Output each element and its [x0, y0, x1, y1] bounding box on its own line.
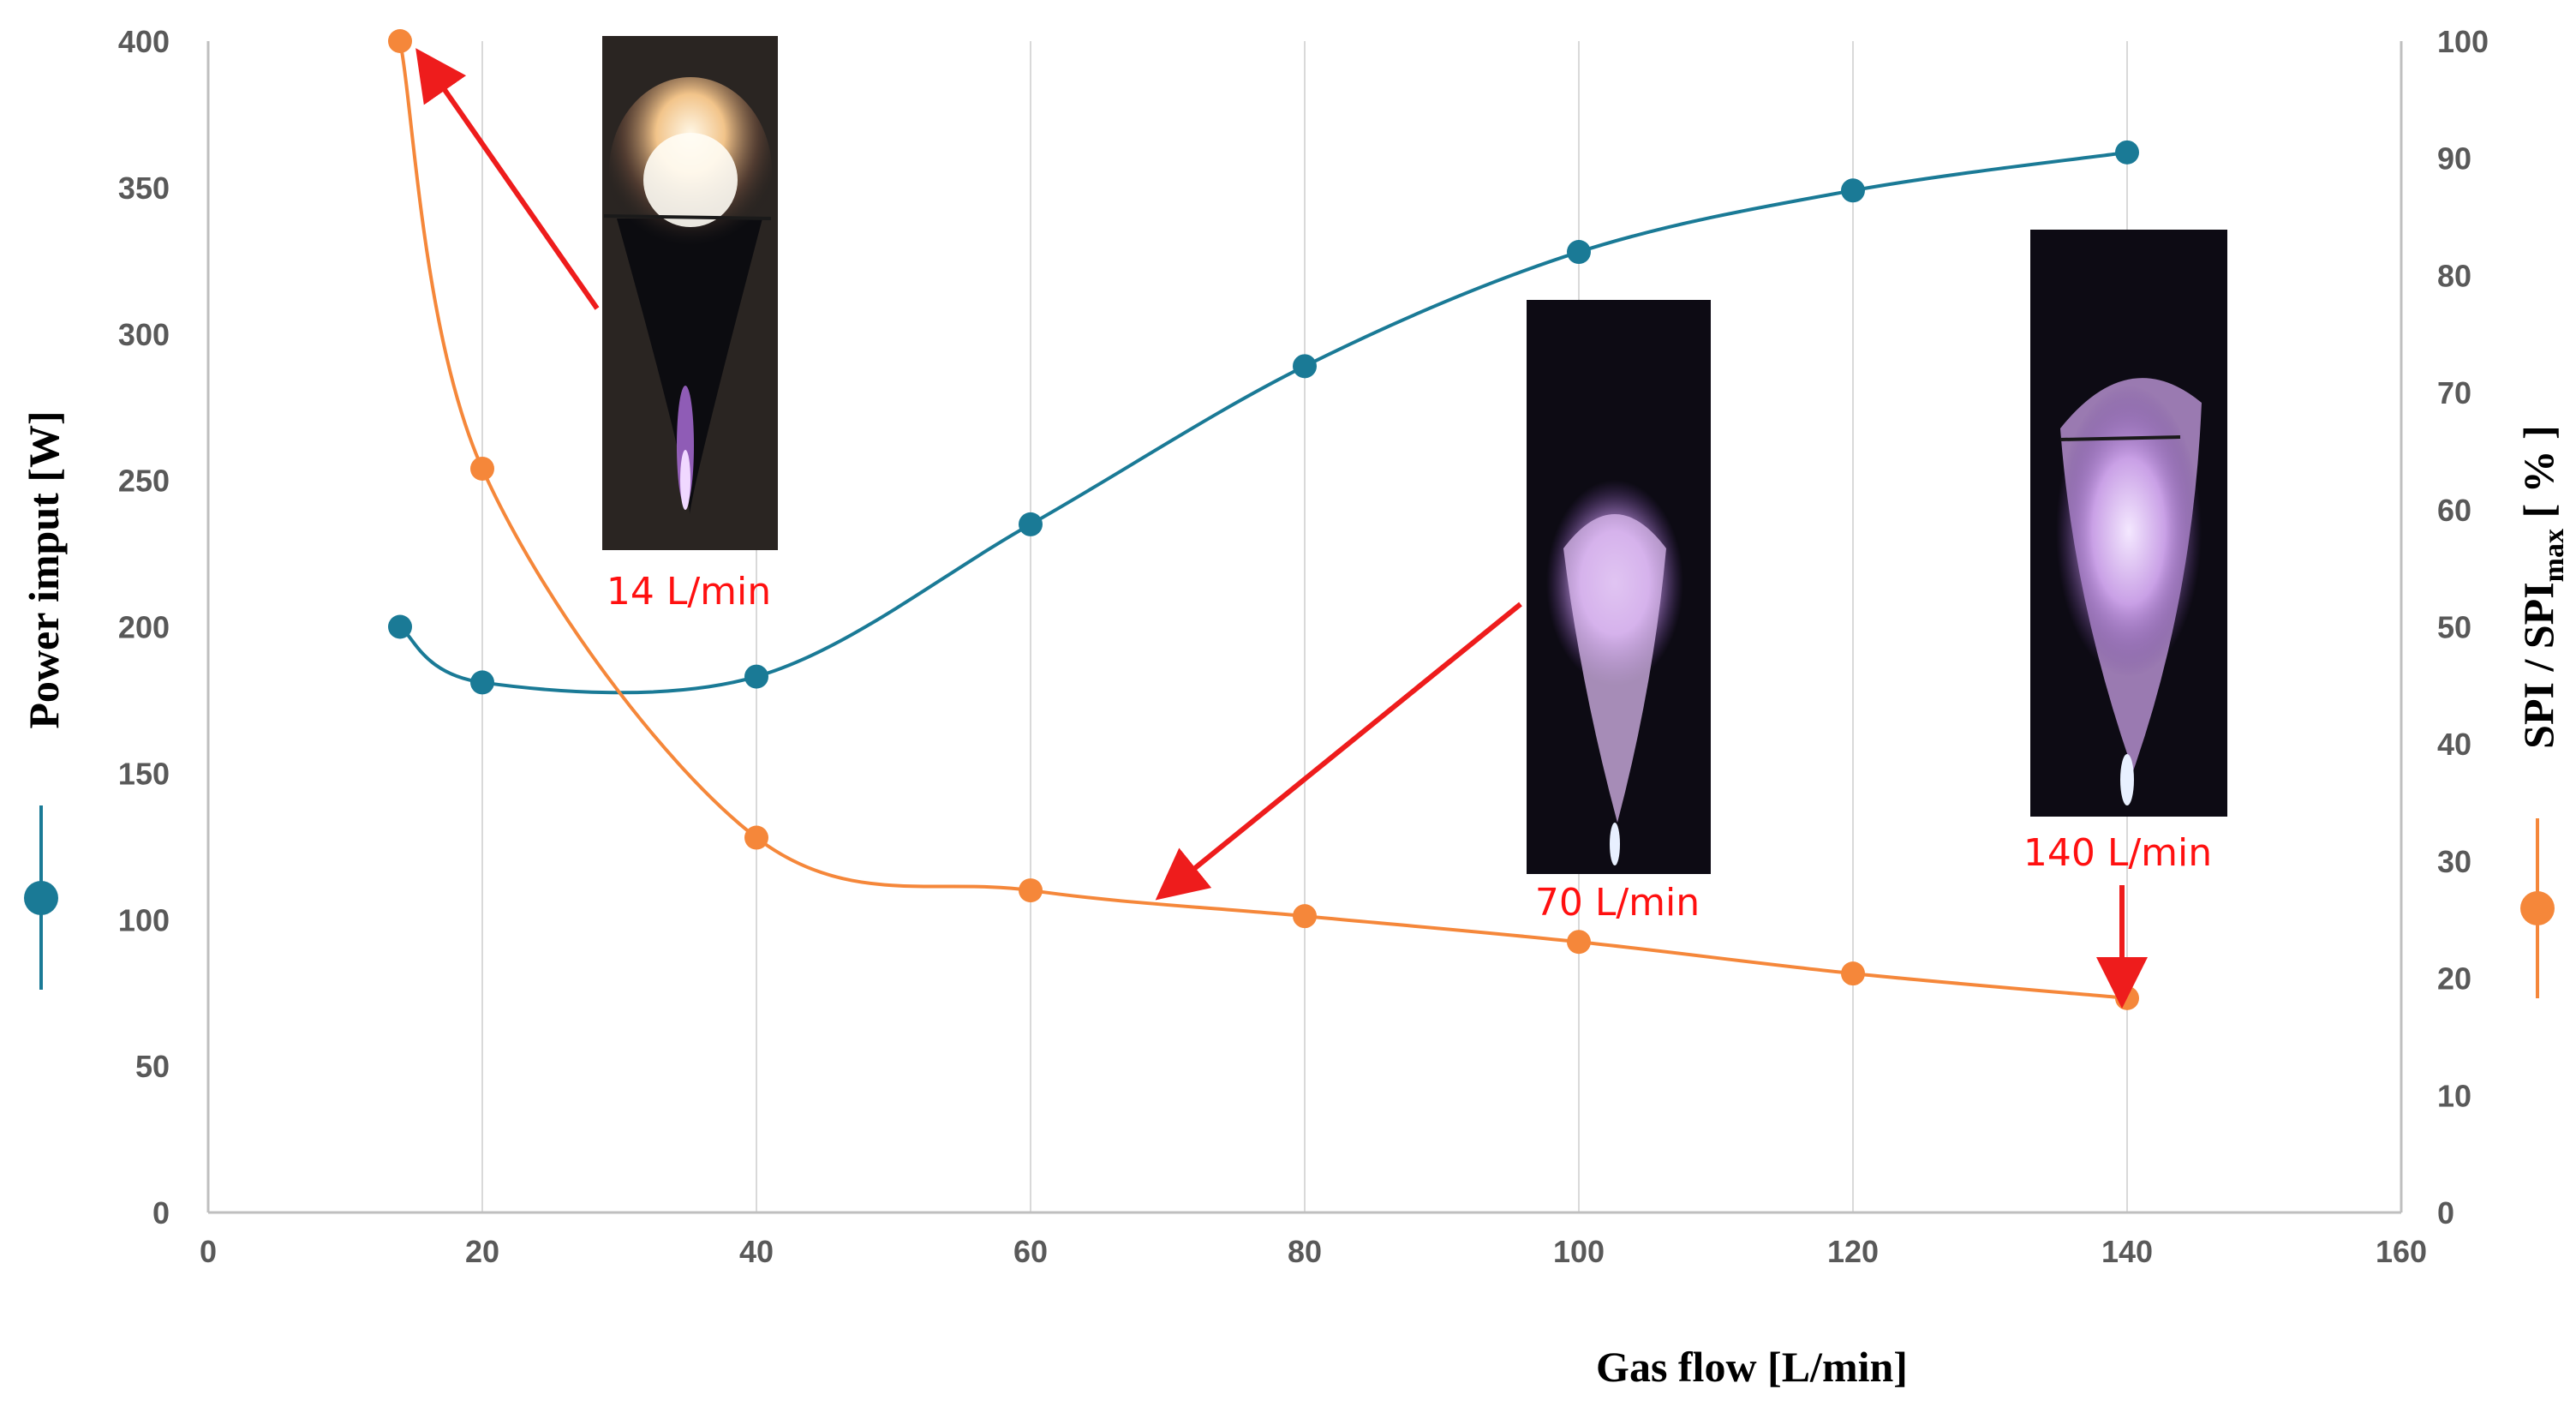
- y-left-tick-labels: 0 50 100 150 200 250 300 350 400: [118, 24, 170, 1230]
- photo-label-140: 140 L/min: [2023, 831, 2212, 875]
- series-0-point-60: [1019, 512, 1043, 536]
- y-right-tick-100: 100: [2437, 24, 2489, 59]
- y-right-tick-20: 20: [2437, 961, 2471, 997]
- y-right-tick-90: 90: [2437, 141, 2471, 177]
- y-right-tick-70: 70: [2437, 375, 2471, 410]
- y-left-tick-200: 200: [118, 610, 170, 645]
- y-right-title-sub: max: [2538, 529, 2570, 582]
- x-tick-120: 120: [1827, 1234, 1879, 1269]
- annotation-arrows: [415, 48, 2148, 1009]
- y-right-tick-10: 10: [2437, 1078, 2471, 1113]
- series-1-point-40: [744, 825, 768, 850]
- y-left-tick-150: 150: [118, 756, 170, 791]
- series-0-point-120: [1841, 178, 1865, 203]
- photo-label-14: 14 L/min: [607, 570, 771, 614]
- arrow-14-lmin: [415, 48, 600, 310]
- x-tick-80: 80: [1288, 1234, 1322, 1269]
- y-left-tick-0: 0: [152, 1195, 170, 1230]
- x-tick-labels: 0 20 40 60 80 100 120 140 160: [200, 1234, 2427, 1269]
- x-tick-140: 140: [2101, 1234, 2153, 1269]
- series-0-point-20: [470, 670, 494, 695]
- y-right-title-unit: [ % ]: [2514, 425, 2562, 529]
- series-1-point-100: [1567, 930, 1591, 955]
- series-1-point-14: [388, 29, 412, 53]
- photo-14-lmin: [602, 36, 778, 550]
- y-right-axis-title: SPI / SPImax [ % ]: [2514, 425, 2570, 749]
- y-right-tick-labels: 0 10 20 30 40 50 60 70 80 90 100: [2437, 24, 2489, 1230]
- series-1-point-80: [1293, 904, 1317, 929]
- y-left-axis-title: Power imput [W]: [20, 410, 68, 728]
- x-axis-title: Gas flow [L/min]: [1596, 1343, 1908, 1391]
- y-right-tick-30: 30: [2437, 844, 2471, 879]
- photo-label-70: 70 L/min: [1535, 881, 1700, 925]
- x-tick-40: 40: [739, 1234, 774, 1269]
- legend-marker-spi: [2520, 818, 2555, 998]
- y-left-tick-400: 400: [118, 24, 170, 59]
- y-right-tick-80: 80: [2437, 258, 2471, 293]
- y-right-tick-0: 0: [2437, 1195, 2454, 1230]
- y-right-tick-40: 40: [2437, 727, 2471, 762]
- series-1-point-60: [1019, 878, 1043, 903]
- x-tick-20: 20: [465, 1234, 499, 1269]
- y-left-tick-350: 350: [118, 171, 170, 206]
- x-tick-60: 60: [1013, 1234, 1048, 1269]
- photo-70-lmin: [1527, 300, 1711, 874]
- y-left-tick-300: 300: [118, 317, 170, 352]
- series-0: [388, 140, 2139, 695]
- series-line-0: [398, 150, 2128, 695]
- series-0-point-14: [388, 614, 412, 639]
- series-0-point-40: [744, 664, 768, 689]
- y-right-tick-50: 50: [2437, 610, 2471, 645]
- y-left-tick-250: 250: [118, 464, 170, 499]
- series-1-point-120: [1841, 961, 1865, 986]
- y-left-tick-100: 100: [118, 902, 170, 937]
- series-0-point-80: [1293, 354, 1317, 379]
- arrow-70-lmin: [1155, 602, 1522, 901]
- series-1-point-140: [2115, 985, 2139, 1010]
- legend-marker-power: [24, 805, 58, 990]
- series-0-point-100: [1567, 240, 1591, 265]
- series-0-point-140: [2115, 140, 2139, 165]
- y-right-tick-60: 60: [2437, 493, 2471, 528]
- x-tick-160: 160: [2376, 1234, 2427, 1269]
- y-right-title-main: SPI / SPI: [2514, 582, 2562, 749]
- axes: [206, 41, 2403, 1214]
- photo-140-lmin: [2030, 230, 2227, 817]
- x-tick-100: 100: [1553, 1234, 1605, 1269]
- x-tick-0: 0: [200, 1234, 217, 1269]
- series-1-point-20: [470, 456, 494, 481]
- y-left-tick-50: 50: [135, 1049, 170, 1084]
